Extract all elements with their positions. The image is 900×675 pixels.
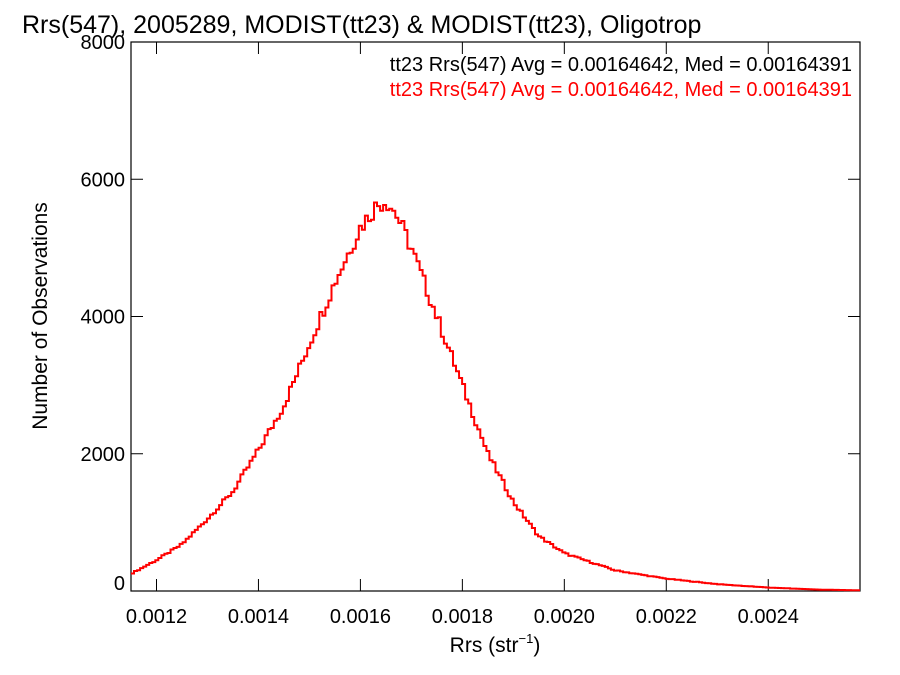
histogram-series-line xyxy=(131,201,860,592)
x-axis-label-sup: −1 xyxy=(519,631,534,646)
chart-title: Rrs(547), 2005289, MODIST(tt23) & MODIST… xyxy=(22,11,701,39)
x-tick-label: 0.0018 xyxy=(432,606,493,628)
x-axis-label: Rrs (str−1) xyxy=(450,631,541,657)
x-tick-label: 0.0016 xyxy=(330,606,391,628)
x-tick-label: 0.0020 xyxy=(534,606,595,628)
x-axis-label-tail: ) xyxy=(533,634,540,657)
y-tick-label: 8000 xyxy=(81,32,126,54)
y-tick-label: 2000 xyxy=(81,444,126,466)
x-tick-label: 0.0024 xyxy=(738,606,799,628)
y-tick-label: 4000 xyxy=(81,307,126,329)
x-tick-label: 0.0014 xyxy=(228,606,289,628)
y-tick-label: 6000 xyxy=(81,169,126,191)
y-axis: 0 2000 4000 6000 8000 xyxy=(81,32,860,595)
x-axis: 0.0012 0.0014 0.0016 0.0018 0.0020 0.0022 0.00… xyxy=(126,42,799,628)
x-tick-label: 0.0012 xyxy=(126,606,187,628)
y-axis-label: Number of Observations xyxy=(29,202,52,430)
annotation-avg-med-black: tt23 Rrs(547) Avg = 0.00164642, Med = 0.… xyxy=(390,54,852,76)
x-tick-label: 0.0022 xyxy=(636,606,697,628)
annotation-avg-med-red: tt23 Rrs(547) Avg = 0.00164642, Med = 0.… xyxy=(390,79,852,101)
y-tick-label: 0 xyxy=(114,573,125,595)
plot-frame xyxy=(130,41,861,592)
x-axis-label-main: Rrs (str xyxy=(450,634,519,657)
